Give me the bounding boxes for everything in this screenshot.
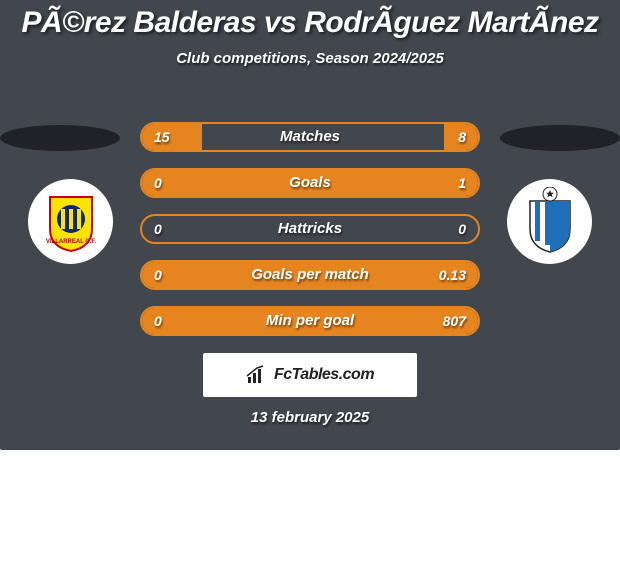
- stat-value-right: 0.13: [439, 262, 466, 288]
- villarreal-logo: VILLARREAL C.F.: [28, 179, 113, 264]
- team-left-logo: VILLARREAL C.F.: [28, 179, 113, 264]
- villarreal-shield-icon: VILLARREAL C.F.: [38, 189, 104, 255]
- stat-label: Hattricks: [142, 216, 478, 242]
- stat-label: Min per goal: [142, 308, 478, 334]
- stat-value-right: 8: [458, 124, 466, 150]
- date: 13 february 2025: [0, 409, 620, 426]
- stat-label: Goals: [142, 170, 478, 196]
- stat-label: Matches: [142, 124, 478, 150]
- stat-row: 0Goals per match0.13: [140, 260, 480, 290]
- bar-chart-icon: [246, 365, 268, 385]
- stat-label: Goals per match: [142, 262, 478, 288]
- alcoyano-shield-icon: [515, 187, 585, 257]
- page-title: PÃ©rez Balderas vs RodrÃ­guez MartÃ­nez: [0, 0, 620, 40]
- brand-badge[interactable]: FcTables.com: [203, 353, 417, 397]
- stats-container: 15Matches80Goals10Hattricks00Goals per m…: [140, 122, 480, 352]
- stat-value-right: 1: [458, 170, 466, 196]
- shadow-right: [500, 125, 620, 151]
- stat-value-right: 807: [443, 308, 466, 334]
- stat-row: 0Min per goal807: [140, 306, 480, 336]
- stat-row: 0Goals1: [140, 168, 480, 198]
- alcoyano-logo: [507, 179, 592, 264]
- brand-text: FcTables.com: [274, 366, 374, 384]
- team-right-logo: [507, 179, 592, 264]
- stat-row: 15Matches8: [140, 122, 480, 152]
- stat-value-right: 0: [458, 216, 466, 242]
- subtitle: Club competitions, Season 2024/2025: [0, 50, 620, 67]
- stat-row: 0Hattricks0: [140, 214, 480, 244]
- svg-text:VILLARREAL C.F.: VILLARREAL C.F.: [45, 239, 96, 245]
- shadow-left: [0, 125, 120, 151]
- comparison-card: PÃ©rez Balderas vs RodrÃ­guez MartÃ­nez …: [0, 0, 620, 450]
